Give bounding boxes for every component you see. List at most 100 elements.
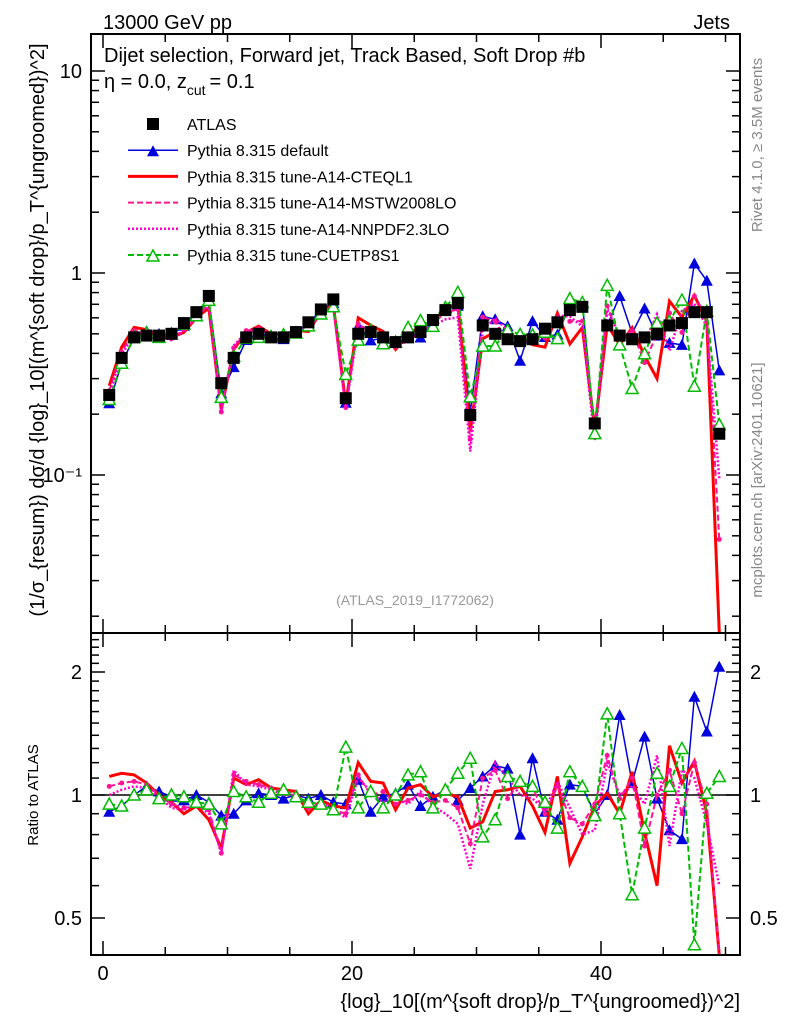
ratio-point-4: [475, 829, 490, 843]
ratio-y-tick-label-right: 0.5: [750, 908, 778, 930]
atlas-data-point: [426, 314, 439, 327]
ratio-point-0: [364, 805, 377, 817]
series-point-4: [450, 284, 466, 299]
ratio-point-2: [393, 801, 399, 807]
atlas-data-point: [240, 331, 253, 344]
ratio-point-2: [243, 778, 249, 784]
atlas-data-point: [140, 329, 153, 342]
ratio-point-0: [190, 789, 203, 800]
series-point-4: [612, 337, 627, 351]
ratio-point-4: [662, 778, 677, 793]
series-point-4: [687, 378, 702, 392]
ratio-point-0: [414, 799, 427, 811]
ratio-point-4: [450, 765, 466, 780]
ratio-point-0: [688, 690, 701, 702]
series-line-4: [108, 285, 721, 434]
ratio-point-2: [654, 792, 660, 798]
ratio-point-0: [663, 824, 676, 836]
plot-title: Dijet selection, Forward jet, Track Base…: [104, 45, 585, 67]
series-point-0: [688, 257, 701, 269]
ratio-point-4: [251, 794, 266, 808]
series-point-0: [514, 354, 527, 366]
ratio-point-0: [252, 787, 265, 799]
series-point-0: [526, 315, 539, 327]
ratio-point-4: [114, 798, 129, 812]
ratio-point-0: [514, 828, 527, 840]
series-point-0: [700, 274, 713, 286]
series-point-4: [475, 338, 490, 352]
legend-label: ATLAS: [187, 117, 237, 134]
series-point-2: [691, 293, 697, 299]
series-point-4: [326, 299, 341, 313]
ratio-point-0: [277, 792, 290, 804]
series-point-2: [716, 536, 722, 542]
series-point-2: [679, 329, 685, 335]
atlas-data-point: [352, 327, 365, 340]
atlas-data-point: [489, 327, 502, 340]
ratio-y-tick-label-left: 2: [71, 662, 82, 684]
x-tick-label: 20: [341, 963, 363, 985]
ratio-point-2: [629, 775, 635, 781]
atlas-data-point: [638, 331, 651, 344]
ratio-y-axis-label: Ratio to ATLAS: [25, 744, 42, 845]
ratio-point-4: [500, 768, 515, 783]
atlas-data-point: [327, 293, 340, 306]
ratio-y-tick-label-left: 1: [71, 785, 82, 807]
atlas-data-point: [177, 317, 190, 330]
ratio-point-4: [525, 778, 540, 793]
ratio-point-0: [103, 805, 116, 817]
legend-marker: [147, 118, 159, 130]
ratio-point-4: [226, 783, 241, 798]
atlas-data-point: [277, 331, 290, 344]
ratio-point-2: [554, 783, 560, 789]
atlas-data-point: [227, 351, 240, 364]
ratio-plot-marks: [91, 660, 740, 955]
ratio-point-2: [480, 775, 486, 781]
atlas-data-point: [202, 289, 215, 302]
atlas-data-point: [128, 331, 141, 344]
ratio-line-4: [109, 713, 721, 945]
ratio-point-4: [687, 937, 702, 951]
ratio-point-4: [537, 794, 553, 808]
atlas-data-point: [302, 316, 315, 329]
ratio-point-2: [455, 805, 461, 811]
atlas-data-point: [538, 322, 551, 335]
ratio-point-4: [338, 739, 354, 753]
ratio-point-4: [699, 785, 715, 799]
atlas-data-point: [514, 335, 527, 348]
atlas-data-point: [389, 336, 402, 349]
ratio-line-3: [108, 755, 721, 886]
legend-marker: [145, 248, 161, 262]
ratio-point-4: [413, 764, 428, 778]
ratio-point-0: [489, 759, 502, 771]
atlas-data-point: [252, 327, 265, 340]
atlas-data-point: [190, 306, 203, 319]
ratio-point-0: [227, 807, 240, 819]
ratio-point-2: [542, 811, 548, 817]
series-point-2: [355, 321, 361, 327]
series-point-4: [413, 313, 428, 327]
series-point-4: [463, 389, 478, 403]
ratio-point-0: [501, 762, 514, 774]
ratio-point-4: [214, 816, 229, 830]
ratio-y-tick-label-right: 2: [750, 662, 761, 684]
legend-marker: [147, 145, 159, 157]
ratio-point-0: [638, 730, 651, 742]
series-point-2: [567, 318, 573, 324]
atlas-data-point: [663, 319, 676, 332]
x-axis-label: {log}_10[(m^{soft drop}/p_T^{ungroomed})…: [340, 991, 740, 1013]
atlas-data-point: [626, 333, 639, 346]
atlas-data-point: [414, 326, 427, 339]
ratio-point-4: [313, 796, 329, 810]
ratio-point-4: [599, 706, 615, 720]
atlas-data-point: [464, 409, 477, 422]
ratio-point-0: [613, 708, 626, 720]
ratio-point-4: [550, 820, 565, 834]
ratio-point-2: [492, 767, 498, 773]
legend-label: Pythia 8.315 tune-A14-CTEQL1: [187, 169, 413, 186]
atlas-data-point: [377, 331, 390, 344]
ratio-point-0: [700, 725, 713, 737]
atlas-data-point: [402, 331, 415, 344]
ratio-point-0: [526, 752, 539, 764]
ratio-point-4: [326, 802, 341, 816]
